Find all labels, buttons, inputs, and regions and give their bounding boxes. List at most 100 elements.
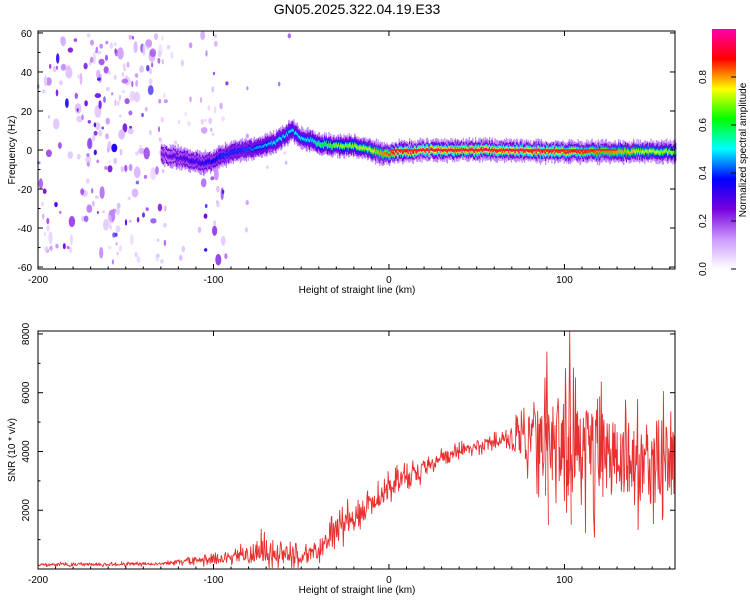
ridge-cell <box>532 150 534 154</box>
ridge-cell <box>167 155 169 158</box>
ridge-cell <box>320 144 322 147</box>
ridge-cell <box>369 147 371 151</box>
ridge-cell <box>619 149 621 153</box>
ridge-cell <box>612 150 614 154</box>
ridge-cell <box>183 156 185 159</box>
noise-blob <box>200 118 204 125</box>
ridge-cell <box>631 150 633 153</box>
noise-blob <box>99 247 104 259</box>
ridge-cell <box>248 146 250 149</box>
ridge-cell <box>227 153 229 158</box>
ridge-cell <box>636 148 638 153</box>
noise-blob <box>135 151 139 156</box>
ridge-cell <box>229 152 231 155</box>
ridge-cell <box>200 162 202 166</box>
ridge-cell <box>568 149 570 153</box>
noise-blob <box>174 140 178 145</box>
noise-blob <box>197 226 202 234</box>
ridge-cell <box>392 152 394 156</box>
ridge-cell <box>360 145 362 150</box>
ridge-cell <box>189 159 191 163</box>
ridge-cell <box>254 147 256 150</box>
ridge-cell <box>584 150 586 154</box>
ridge-cell <box>275 139 277 143</box>
noise-blob <box>55 65 59 70</box>
noise-blob <box>95 122 101 131</box>
noise-blob <box>205 50 208 57</box>
ridge-cell <box>521 149 523 153</box>
ridge-cell <box>501 147 503 151</box>
noise-blob <box>105 54 108 61</box>
ridge-cell <box>349 143 351 147</box>
ridge-cell <box>339 146 341 149</box>
ridge-cell <box>312 139 314 143</box>
ridge-cell <box>317 141 320 145</box>
ridge-cell <box>303 137 305 141</box>
noise-blob <box>105 117 110 125</box>
noise-blob <box>86 153 90 157</box>
noise-blob <box>124 219 128 226</box>
noise-blob <box>128 219 132 223</box>
ridge-cell <box>274 142 277 146</box>
ridge-cell <box>432 147 434 151</box>
ridge-cell <box>339 144 341 148</box>
noise-blob <box>143 174 148 179</box>
ridge-cell <box>559 150 561 153</box>
ridge-cell <box>359 146 361 150</box>
ridge-cell <box>511 149 513 152</box>
noise-blob <box>111 258 115 266</box>
ridge-cell <box>245 147 247 151</box>
noise-blob <box>160 259 164 264</box>
ridge-cell <box>174 154 177 158</box>
ridge-cell <box>593 149 595 153</box>
noise-blob <box>59 210 62 214</box>
noise-blob <box>54 201 58 208</box>
ridge-cell <box>439 150 442 153</box>
ridge-cell <box>298 136 300 139</box>
ridge-cell <box>564 150 566 154</box>
ridge-cell <box>654 151 656 155</box>
ridge-cell <box>621 151 623 155</box>
ridge-cell <box>219 155 221 159</box>
ridge-cell <box>321 143 323 147</box>
noise-blob <box>135 79 139 87</box>
noise-blob <box>158 44 163 56</box>
noise-blob <box>107 70 111 75</box>
ridge-cell <box>336 143 338 147</box>
noise-blob <box>131 188 139 198</box>
ridge-cell <box>178 157 180 161</box>
ridge-cell <box>508 150 510 154</box>
noise-blob <box>46 225 50 232</box>
noise-blob <box>142 212 145 218</box>
ridge-cell <box>476 150 478 153</box>
ridge-cell <box>664 150 666 154</box>
y-tick-label: 2000 <box>21 499 32 522</box>
ridge-cell <box>453 149 455 153</box>
ridge-cell <box>186 157 188 160</box>
noise-blob <box>134 252 138 258</box>
noise-blob <box>98 100 102 109</box>
ridge-cell <box>596 151 599 155</box>
noise-blob <box>103 96 106 103</box>
ridge-cell <box>332 144 334 147</box>
ridge-cell <box>214 159 216 162</box>
noise-blob <box>133 41 138 54</box>
noise-blob <box>161 35 164 41</box>
x-tick-label: 100 <box>556 275 573 286</box>
ridge-cell <box>354 144 356 147</box>
ridge-cell <box>173 154 175 158</box>
ridge-cell <box>358 146 360 150</box>
ridge-cell <box>391 150 393 154</box>
ridge-cell <box>164 154 166 158</box>
ridge-cell <box>381 152 384 156</box>
noise-blob <box>114 99 117 107</box>
ridge-cell <box>340 143 342 147</box>
ridge-cell <box>319 143 321 147</box>
noise-blob <box>105 133 109 140</box>
noise-blob <box>74 92 79 99</box>
ridge-cell <box>231 150 234 154</box>
ridge-cell <box>489 147 491 150</box>
noise-blob <box>99 186 105 199</box>
ridge-cell <box>235 148 237 152</box>
